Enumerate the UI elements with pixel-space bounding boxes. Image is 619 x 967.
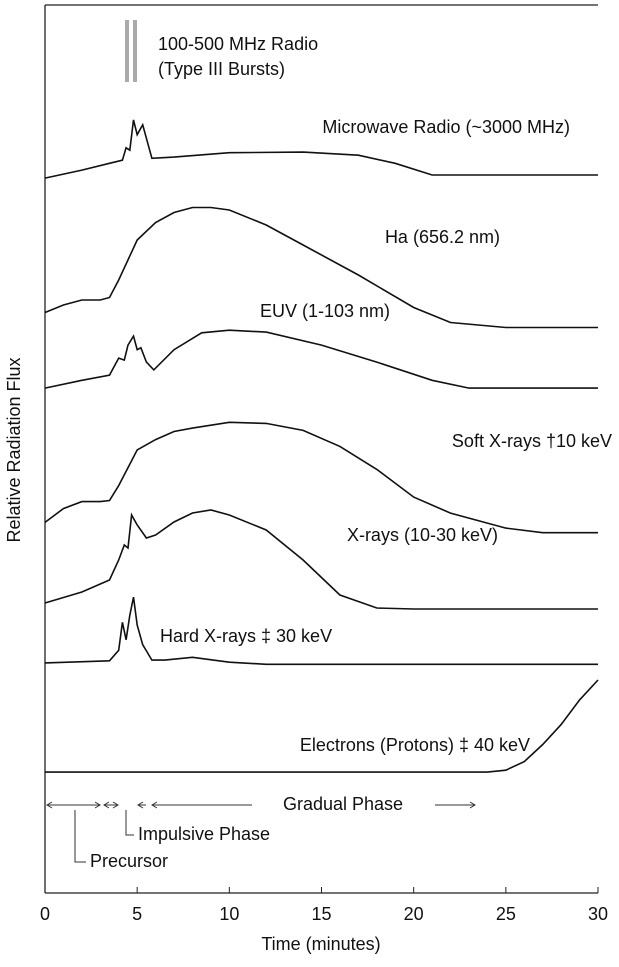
series-label: EUV (1-103 nm) — [260, 301, 390, 321]
flux-line — [44, 206, 598, 329]
x-tick-label: 25 — [496, 904, 516, 924]
annotation: (Type III Bursts) — [158, 59, 285, 79]
series-label: Hard X-rays ‡ 30 keV — [160, 626, 332, 646]
x-tick-label: 20 — [404, 904, 424, 924]
series-label: X-rays (10-30 keV) — [347, 525, 498, 545]
series-label: Soft X-rays †10 keV — [452, 431, 612, 451]
flux-line — [44, 119, 598, 179]
flux-line — [44, 329, 598, 389]
annotation: Precursor — [90, 851, 168, 871]
burst-bar — [125, 20, 129, 82]
annotation: Impulsive Phase — [138, 824, 270, 844]
flux-line — [45, 679, 599, 773]
x-tick-label: 15 — [311, 904, 331, 924]
annotation: 100-500 MHz Radio — [158, 34, 318, 54]
flux-line — [44, 596, 598, 666]
phase-arrows — [46, 801, 476, 863]
series-label: Electrons (Protons) ‡ 40 keV — [300, 735, 530, 755]
y-axis-label: Relative Radiation Flux — [4, 357, 24, 542]
x-tick-label: 30 — [588, 904, 608, 924]
annotation: Gradual Phase — [283, 794, 403, 814]
series-label: Microwave Radio (~3000 MHz) — [322, 117, 570, 137]
flux-line — [44, 509, 598, 610]
series-label: Ha (656.2 nm) — [385, 227, 500, 247]
burst-bar — [133, 20, 137, 82]
x-axis-label: Time (minutes) — [261, 934, 380, 954]
x-tick-label: 0 — [40, 904, 50, 924]
flux-line — [44, 421, 598, 534]
x-tick-label: 10 — [219, 904, 239, 924]
x-tick-label: 5 — [132, 904, 142, 924]
